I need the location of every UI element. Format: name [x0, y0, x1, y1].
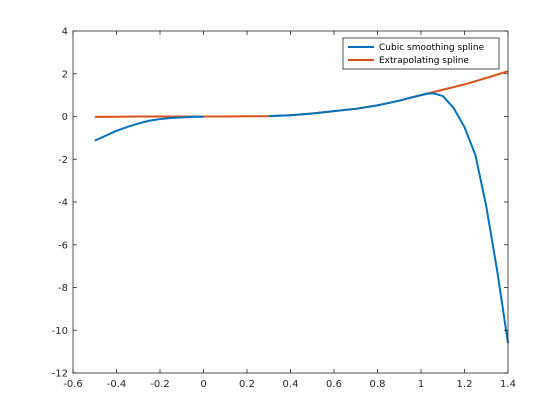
x-tick-label: -0.6 — [63, 379, 83, 390]
x-tick-label: 0.2 — [239, 379, 255, 390]
x-tick-label: -0.4 — [107, 379, 127, 390]
y-tick-label: -8 — [58, 283, 68, 294]
x-tick-label: 0 — [200, 379, 206, 390]
y-tick-label: -4 — [58, 198, 68, 209]
y-tick-label: -10 — [52, 326, 68, 337]
series-line-0 — [94, 115, 204, 142]
legend-label: Extrapolating spline — [379, 56, 469, 66]
y-tick-label: 2 — [62, 69, 68, 80]
x-tick-label: 1 — [418, 379, 424, 390]
legend-label: Cubic smoothing spline — [379, 43, 485, 53]
axis-ticks: -0.6 -0.4 -0.2 0 0.2 0.4 0.6 0.8 1 1.2 1.4 4 2 0 -2 -4 -… — [52, 27, 516, 391]
y-tick-label: 0 — [62, 112, 68, 123]
y-tick-label: 4 — [62, 27, 68, 38]
x-tick-label: 0.6 — [326, 379, 342, 390]
legend-box — [342, 37, 500, 70]
x-tick-label: 0.4 — [283, 379, 299, 390]
x-tick-label: 1.2 — [457, 379, 473, 390]
x-tick-label: 1.4 — [500, 379, 516, 390]
y-tick-label: -2 — [58, 155, 68, 166]
legend: Cubic smoothing spline Extrapolating spli… — [342, 37, 500, 70]
plot-lines — [94, 70, 509, 344]
x-tick-label: -0.2 — [150, 379, 170, 390]
x-tick-label: 0.8 — [370, 379, 386, 390]
y-tick-label: -6 — [58, 240, 68, 251]
series-line-2 — [268, 92, 509, 344]
y-tick-label: -12 — [52, 369, 68, 380]
